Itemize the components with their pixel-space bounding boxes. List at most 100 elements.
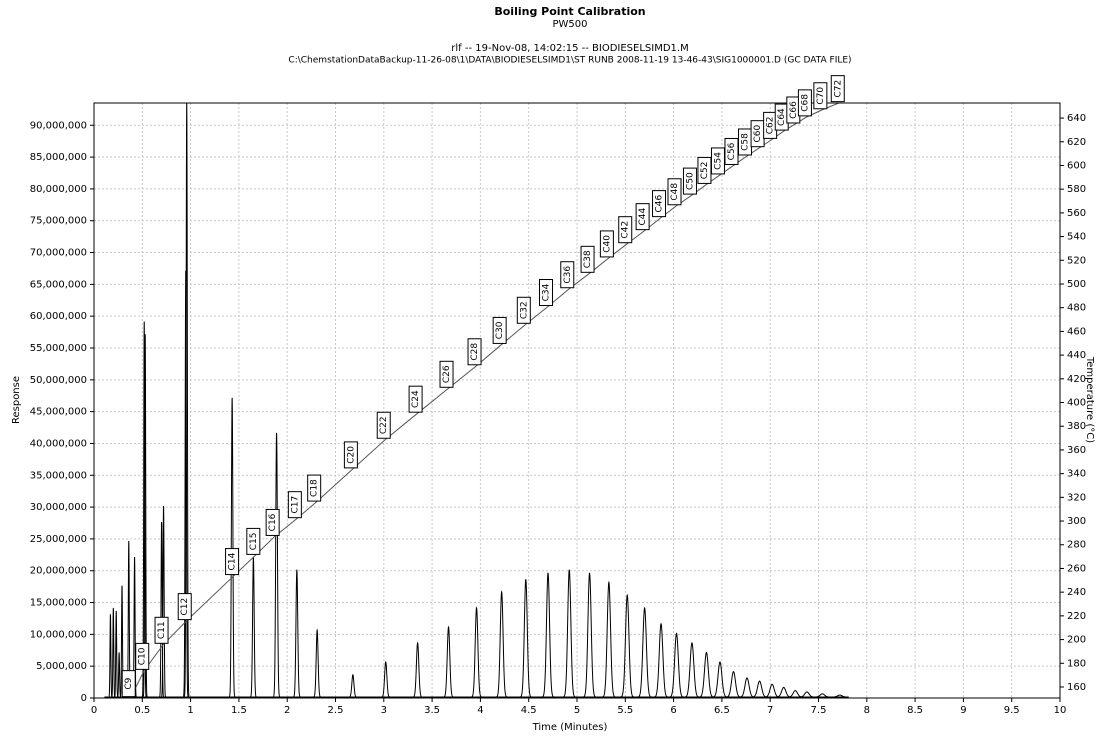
- carbon-label: C11: [157, 621, 167, 639]
- y-tick-label: 75,000,000: [30, 216, 87, 227]
- carbon-label-box: [830, 75, 845, 103]
- grid: [93, 103, 1061, 699]
- x-tick-label: 2: [284, 705, 290, 716]
- x-tick-label: 4.5: [521, 705, 537, 716]
- carbon-label: C14: [228, 552, 238, 570]
- x-tick-label: 6.5: [714, 705, 730, 716]
- peak: [582, 572, 597, 698]
- carbon-label-box: [710, 147, 725, 175]
- carbon-label: C72: [833, 80, 843, 98]
- y-tick-label: 50,000,000: [30, 375, 87, 386]
- carbon-label: C36: [563, 266, 573, 284]
- y-tick-label: 0: [81, 693, 87, 704]
- peak: [813, 693, 832, 698]
- x-tick-label: 9: [960, 705, 966, 716]
- y-axis-label: Response: [11, 376, 22, 424]
- peak: [412, 641, 423, 698]
- carbon-label: C50: [685, 172, 695, 190]
- plot-frame: [93, 102, 1061, 699]
- peak: [725, 670, 742, 698]
- y2-tick-label: 360: [1067, 445, 1086, 456]
- x-tick-label: 5.5: [617, 705, 633, 716]
- y2-axis-label: Temperature (°C): [1084, 356, 1095, 443]
- carbon-label-box: [343, 441, 358, 469]
- x-tick-label: 1: [187, 705, 193, 716]
- y-tick-label: 15,000,000: [30, 598, 87, 609]
- y2-tick-label: 460: [1067, 326, 1086, 337]
- carbon-label-box: [560, 261, 575, 289]
- carbon-label-box: [618, 216, 633, 244]
- carbon-label: C68: [800, 94, 810, 112]
- y2-tick-label: 300: [1067, 516, 1086, 527]
- carbon-label: C54: [713, 152, 723, 170]
- carbon-label-box: [667, 178, 682, 206]
- peak: [114, 611, 119, 698]
- peak: [183, 103, 190, 698]
- run-info: rlf -- 19-Nov-08, 14:02:15 -- BIODIESELS…: [451, 43, 688, 54]
- carbon-label: C15: [249, 533, 259, 551]
- chart-subtitle: PW500: [552, 19, 587, 30]
- peak: [495, 590, 508, 698]
- peak: [161, 506, 167, 698]
- x-tick-label: 2.5: [328, 705, 344, 716]
- carbon-label-box: [408, 385, 423, 413]
- peak: [669, 632, 684, 698]
- y-tick-label: 5,000,000: [36, 661, 87, 672]
- carbon-label: C64: [777, 108, 787, 126]
- carbon-label: C70: [816, 87, 826, 105]
- chart-title: Boiling Point Calibration: [494, 5, 645, 18]
- y-tick-label: 25,000,000: [30, 534, 87, 545]
- y-tick-label: 60,000,000: [30, 311, 87, 322]
- y2-tick-label: 520: [1067, 255, 1086, 266]
- carbon-label: C26: [442, 365, 452, 383]
- carbon-label: C66: [789, 101, 799, 119]
- peak: [108, 614, 113, 698]
- carbon-label: C62: [766, 117, 776, 135]
- carbon-label: C20: [346, 446, 356, 464]
- carbon-label-box: [246, 527, 261, 555]
- y-tick-label: 10,000,000: [30, 629, 87, 640]
- carbon-label-box: [599, 230, 614, 258]
- y-tick-label: 20,000,000: [30, 566, 87, 577]
- y2-tick-label: 600: [1067, 160, 1086, 171]
- carbon-label-box: [652, 190, 667, 218]
- x-tick-label: 1.5: [231, 705, 247, 716]
- carbon-label: C38: [583, 250, 593, 268]
- carbon-label-box: [154, 616, 169, 644]
- carbon-label: C56: [727, 142, 737, 160]
- peak: [381, 661, 391, 698]
- carbon-label: C34: [542, 283, 552, 301]
- peak: [111, 607, 116, 698]
- peak: [798, 691, 816, 698]
- axes: 0 0.5 1 1.5 2 2.5 3 3.5 4 4.5 5 5.5 6 6.5 7 7.5 8 8.5 9 9.5…: [30, 113, 1086, 716]
- carbon-label: C30: [495, 321, 505, 339]
- carbon-label-box: [177, 593, 192, 621]
- peak: [738, 677, 756, 698]
- y2-tick-label: 280: [1067, 540, 1086, 551]
- x-tick-label: 0: [91, 705, 97, 716]
- plot-area: [104, 103, 849, 698]
- y2-tick-label: 620: [1067, 137, 1086, 148]
- y-tick-label: 55,000,000: [30, 343, 87, 354]
- peak: [348, 674, 358, 698]
- peak: [519, 579, 532, 698]
- carbon-label-box: [539, 279, 554, 307]
- carbon-label-box: [287, 491, 302, 519]
- carbon-label: C16: [268, 513, 278, 531]
- carbon-label: C44: [638, 208, 648, 226]
- carbon-label: C12: [180, 598, 190, 616]
- carbon-label: C40: [602, 235, 612, 253]
- y2-tick-label: 320: [1067, 492, 1086, 503]
- y2-tick-label: 500: [1067, 279, 1086, 290]
- y2-tick-label: 340: [1067, 469, 1086, 480]
- carbon-label: C58: [741, 133, 751, 151]
- y-tick-label: 80,000,000: [30, 184, 87, 195]
- carbon-label-box: [492, 316, 507, 344]
- peak: [471, 606, 482, 698]
- carbon-label-box: [376, 411, 391, 439]
- carbon-label-box: [439, 360, 454, 388]
- y2-tick-label: 240: [1067, 587, 1086, 598]
- carbon-label: C42: [621, 221, 631, 239]
- y-tick-label: 35,000,000: [30, 470, 87, 481]
